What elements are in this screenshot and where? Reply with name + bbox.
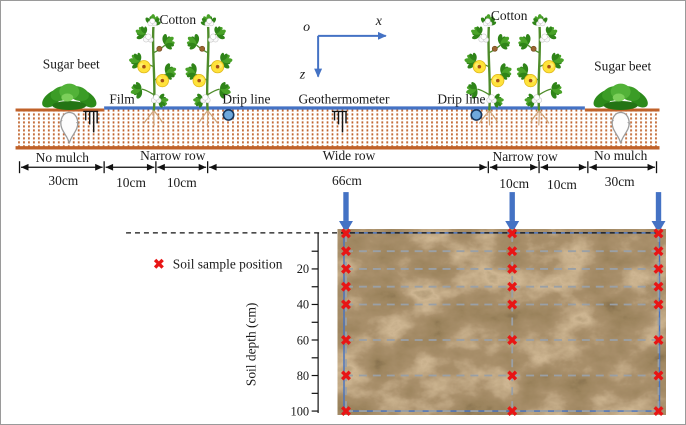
depth-tick-80: 80 (297, 369, 309, 383)
soil-texture (343, 232, 660, 412)
sugar-beet-right-label: Sugar beet (594, 59, 651, 74)
soil-band (15, 106, 660, 150)
row-label-narrow-row-right: Narrow row (493, 149, 559, 164)
depth-tick-100: 100 (291, 404, 310, 418)
row-width-10cm: 10cm (167, 175, 197, 190)
row-label-no-mulch-right: No mulch (594, 148, 648, 163)
soil-sample-legend-icon (153, 258, 165, 270)
sugar-beet-left-label: Sugar beet (43, 57, 100, 72)
row-width-66cm: 66cm (332, 173, 362, 188)
depth-axis-title: Soil depth (cm) (243, 303, 258, 387)
dimension-line (18, 161, 658, 174)
drip-line-emitter-left (222, 108, 235, 121)
soil-block (343, 232, 661, 412)
row-width-30cm-left: 30cm (48, 173, 78, 188)
film-label: Film (109, 92, 135, 107)
row-width-10cm: 10cm (547, 177, 577, 192)
depth-grid-lines (344, 250, 659, 412)
geothermometer-label: Geothermometer (299, 92, 390, 107)
depth-tick-40: 40 (297, 298, 309, 312)
z-axis-label: z (299, 68, 306, 83)
depth-tick-60: 60 (297, 333, 309, 347)
row-width-10cm: 10cm (499, 176, 529, 191)
drip-line-emitter-right (470, 108, 483, 121)
drip-line-left-label: Drip line (222, 92, 270, 107)
row-width-10cm: 10cm (116, 175, 146, 190)
cotton-left-label: Cotton (160, 12, 197, 27)
soil-sample-legend-label: Soil sample position (173, 257, 283, 272)
x-axis-label: x (375, 14, 383, 29)
cotton-right-label: Cotton (491, 8, 528, 23)
down-arrow (505, 192, 520, 233)
sample-column-dashes (345, 233, 660, 412)
row-label-no-mulch-left: No mulch (36, 150, 90, 165)
row-width-30cm-right: 30cm (605, 174, 635, 189)
row-label-wide-row: Wide row (323, 148, 376, 163)
coordinate-axes (314, 31, 387, 78)
row-label-narrow-row-left: Narrow row (140, 148, 206, 163)
drip-line-right-label: Drip line (437, 92, 485, 107)
down-arrow (651, 192, 666, 233)
depth-axis (311, 232, 319, 414)
axis-origin-label: o (303, 20, 310, 35)
depth-tick-20: 20 (297, 262, 309, 276)
down-arrow (339, 192, 353, 233)
